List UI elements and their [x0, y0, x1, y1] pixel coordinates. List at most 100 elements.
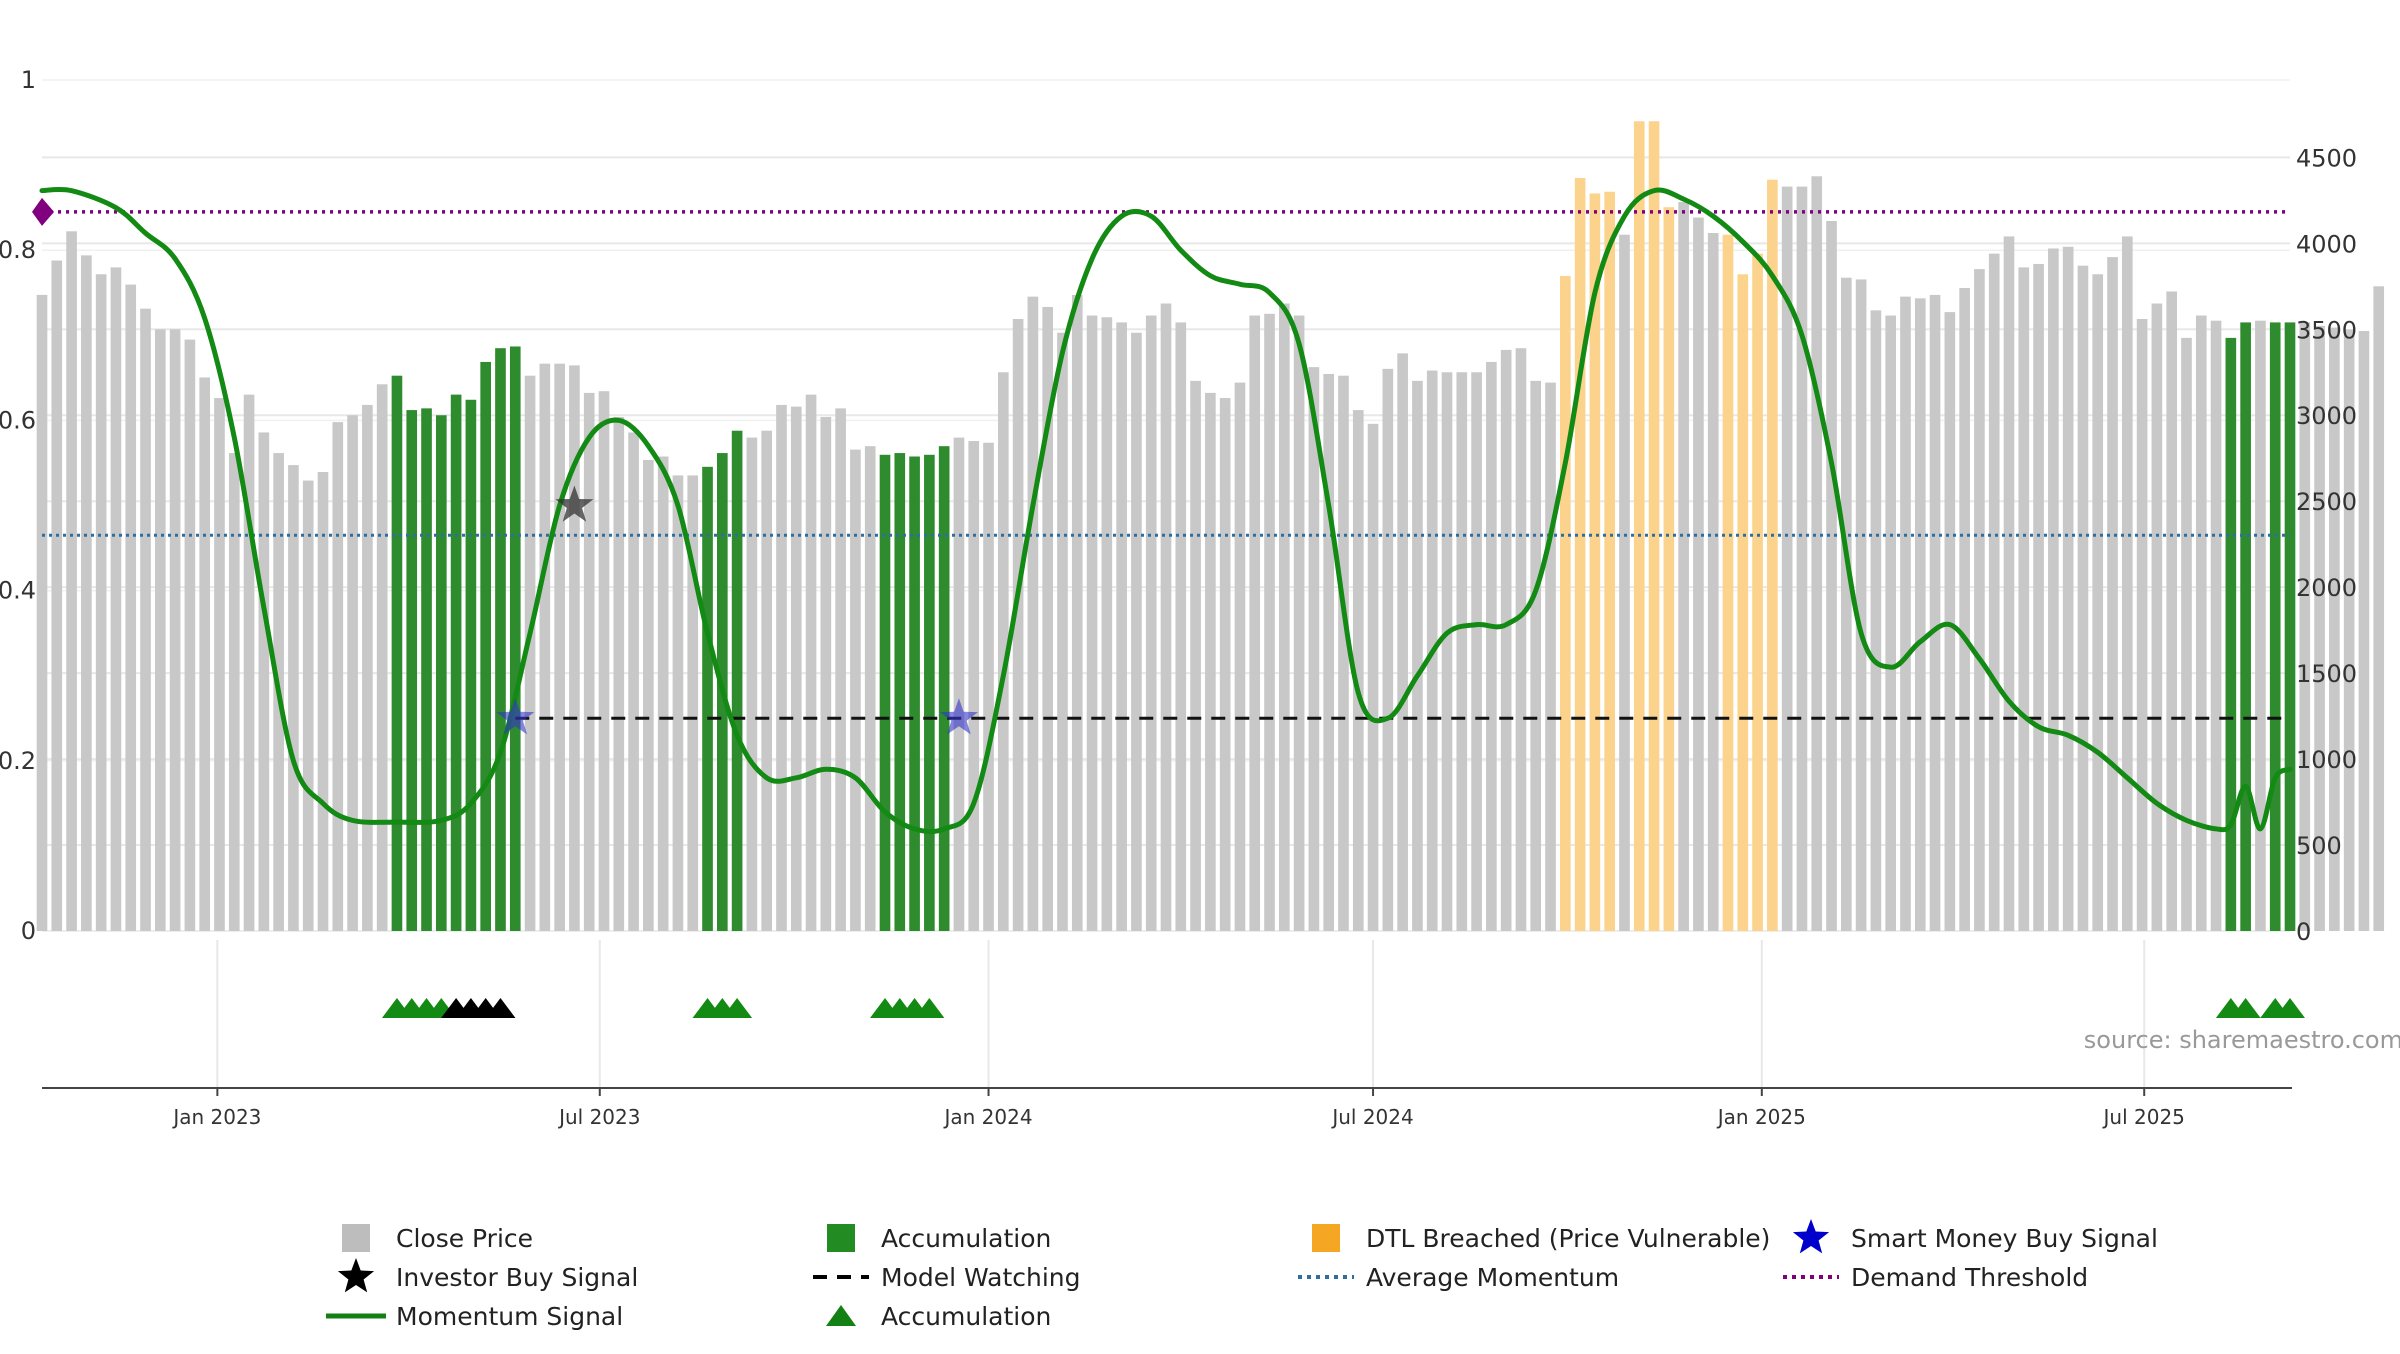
close-price-bar	[1323, 373, 1335, 931]
legend-item: DTL Breached (Price Vulnerable)	[1312, 1224, 1770, 1253]
close-price-bar	[1515, 348, 1527, 931]
close-price-bar	[2329, 327, 2340, 932]
dtl-breached-bar	[1559, 275, 1571, 931]
close-price-bar	[2299, 322, 2311, 931]
close-price-bar	[761, 430, 773, 931]
close-price-bar	[776, 404, 787, 932]
accumulation-marker	[914, 998, 945, 1018]
close-price-bar	[1707, 233, 1719, 932]
x-tick-label: Jul 2024	[1330, 1105, 1413, 1129]
close-price-bar	[1101, 317, 1113, 931]
close-price-bar	[2092, 274, 2104, 931]
close-price-bar	[1441, 372, 1453, 931]
axes-layer: Jan 2023 Jul 2023 Jan 2024 Jul 2024 Jan 2025…	[0, 66, 2357, 1129]
close-price-bar	[1811, 176, 1823, 931]
close-price-bar	[2255, 320, 2266, 931]
accumulation-bar	[938, 446, 950, 931]
y-right-tick-label: 3500	[2296, 316, 2357, 344]
legend-label: Accumulation	[881, 1302, 1051, 1331]
accumulation-bar	[450, 394, 462, 931]
legend: Close Price Accumulation DTL Breached (Pri…	[326, 1219, 2158, 1331]
accumulation-bar	[2284, 322, 2296, 931]
close-price-bar	[125, 284, 137, 931]
dtl-breached-bar	[1589, 193, 1601, 931]
close-price-bar	[2358, 331, 2370, 931]
close-price-bar	[332, 422, 344, 931]
close-price-bar	[953, 437, 965, 931]
close-price-bar	[864, 446, 876, 931]
close-price-bar	[376, 384, 388, 931]
close-price-bar	[1974, 269, 1985, 932]
close-price-bar	[2210, 320, 2222, 931]
close-price-bar	[672, 475, 684, 931]
legend-label: Smart Money Buy Signal	[1851, 1224, 2158, 1253]
investor-buy-star	[555, 485, 594, 522]
close-price-bar	[154, 329, 166, 931]
close-price-bar	[524, 375, 536, 931]
close-price-bar	[1500, 349, 1512, 932]
close-price-bar	[997, 372, 1009, 931]
close-price-bar	[1308, 367, 1320, 931]
accumulation-bar	[495, 348, 506, 931]
close-price-bar	[1929, 294, 1941, 931]
legend-item: Close Price	[342, 1224, 533, 1253]
close-price-bar	[1367, 423, 1379, 931]
demand-threshold-marker	[32, 197, 54, 226]
dtl-breached-bar	[1767, 179, 1778, 931]
y-right-tick-label: 3000	[2296, 402, 2357, 430]
close-price-bar	[1249, 315, 1261, 931]
close-price-bar	[1057, 332, 1068, 932]
close-price-bar	[1545, 382, 1556, 932]
close-price-bar	[968, 441, 980, 931]
close-price-bar	[2195, 315, 2207, 931]
accumulation-bar	[2269, 322, 2281, 931]
close-price-bar	[2343, 329, 2355, 931]
close-price-bar	[1352, 410, 1364, 931]
y-right-tick-label: 2500	[2296, 488, 2357, 516]
close-price-bar	[347, 415, 358, 931]
close-price-bar	[1264, 313, 1275, 932]
legend-label: Close Price	[396, 1224, 533, 1253]
legend-item: Investor Buy Signal	[337, 1258, 638, 1293]
legend-item: Demand Threshold	[1783, 1263, 2088, 1292]
close-price-bar	[1471, 372, 1482, 931]
close-price-bar	[1486, 361, 1497, 931]
close-price-bar	[1412, 380, 1423, 931]
accumulation-bar	[909, 456, 920, 931]
close-price-bar	[110, 267, 122, 931]
close-price-bar	[2062, 246, 2074, 932]
source-label: source: sharemaestro.com	[2084, 1026, 2400, 1054]
close-price-bar	[1870, 310, 1882, 931]
close-price-bar	[2314, 325, 2325, 931]
legend-item: Model Watching	[813, 1263, 1081, 1292]
close-price-bar	[2373, 286, 2385, 931]
close-price-bar	[983, 442, 994, 931]
x-tick-label: Jan 2025	[1716, 1105, 1806, 1129]
close-price-bar	[1914, 298, 1926, 931]
y-right-tick-label: 4000	[2296, 230, 2357, 258]
accumulation-bar	[391, 375, 403, 931]
close-price-bar	[2018, 267, 2030, 931]
lines-layer	[32, 186, 2293, 835]
close-price-bar	[2003, 236, 2015, 931]
investor-marker	[485, 998, 516, 1018]
bars-layer	[36, 121, 2385, 932]
close-price-bar	[1796, 186, 1808, 931]
close-price-bar	[554, 363, 565, 932]
close-price-bar	[228, 453, 240, 931]
legend-label: Average Momentum	[1366, 1263, 1619, 1292]
close-price-bar	[36, 294, 48, 931]
close-price-bar	[613, 416, 625, 931]
close-price-bar	[2151, 303, 2163, 931]
close-price-bar	[643, 459, 654, 931]
close-price-bar	[598, 391, 610, 932]
close-price-bar	[820, 416, 832, 931]
close-price-bar	[1278, 303, 1290, 931]
y-right-tick-label: 1000	[2296, 746, 2357, 774]
close-price-bar	[2181, 337, 2192, 931]
accumulation-bar	[894, 453, 906, 931]
x-tick-label: Jan 2023	[171, 1105, 261, 1129]
close-price-bar	[1219, 398, 1231, 931]
